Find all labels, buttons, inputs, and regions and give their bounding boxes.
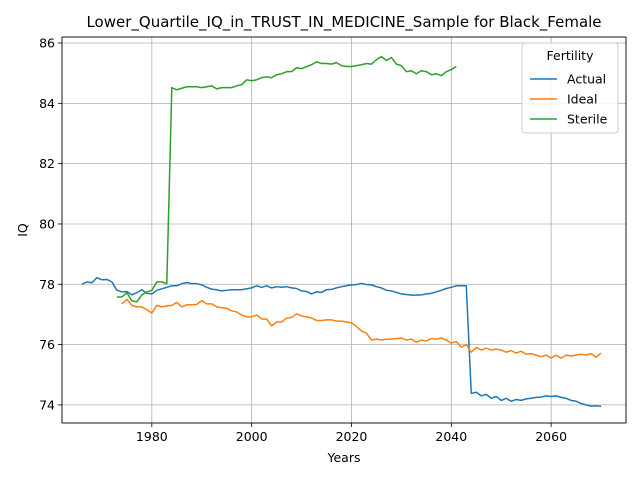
legend-label-sterile: Sterile — [567, 112, 608, 127]
plot-frame — [61, 36, 627, 424]
x-tick-label: 2040 — [435, 429, 467, 444]
legend-title: Fertility — [547, 48, 595, 63]
y-tick-label: 82 — [39, 156, 55, 171]
y-tick-label: 86 — [39, 36, 55, 51]
series-line-sterile — [116, 55, 457, 303]
x-tick-label: 1980 — [136, 429, 168, 444]
legend-items: Actual Ideal Sterile — [530, 72, 608, 127]
series-line-ideal — [121, 298, 602, 359]
legend-box — [521, 42, 619, 134]
y-tick-label: 80 — [39, 216, 55, 231]
legend-label-actual: Actual — [567, 72, 606, 87]
x-tick-label: 2060 — [535, 429, 567, 444]
legend: Fertility Actual Ideal Sterile — [521, 42, 619, 134]
y-tick-label: 84 — [39, 96, 55, 111]
series-layer — [81, 55, 602, 408]
legend-label-ideal: Ideal — [567, 92, 597, 107]
y-tick-label: 74 — [39, 397, 55, 412]
y-axis: 74 76 78 80 82 84 86 — [39, 36, 62, 412]
y-tick-label: 76 — [39, 337, 55, 352]
y-tick-label: 78 — [39, 277, 55, 292]
x-axis: 1980 2000 2020 2040 2060 — [136, 423, 567, 444]
series-line-actual — [81, 276, 602, 408]
chart-title: Lower_Quartile_IQ_in_TRUST_IN_MEDICINE_S… — [86, 13, 601, 32]
x-tick-label: 2020 — [336, 429, 368, 444]
x-axis-title: Years — [327, 450, 361, 465]
y-axis-title: IQ — [15, 223, 30, 237]
x-tick-label: 2000 — [236, 429, 268, 444]
